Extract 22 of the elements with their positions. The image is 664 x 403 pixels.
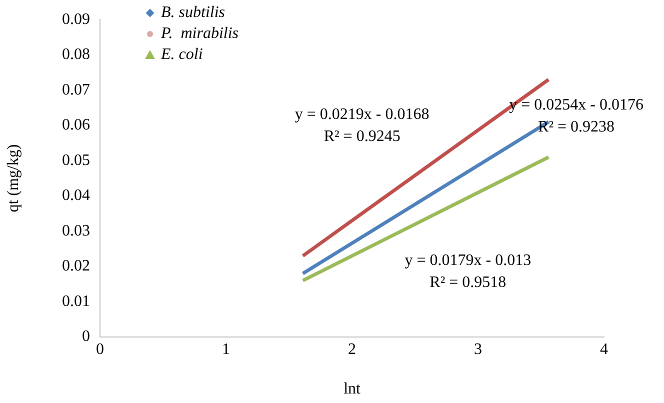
y-tick-label: 0.07 [62,81,90,98]
legend-label: P. mirabilis [161,24,238,44]
x-tick-label: 2 [348,340,356,358]
y-tick-label: 0.05 [62,152,90,169]
annotation: y = 0.0179x - 0.013 R² = 0.9518 [404,252,532,292]
x-axis-title: lnt [344,380,361,398]
y-tick-label: 0.04 [62,187,90,204]
y-tick-label: 0 [82,328,90,346]
x-tick-label: 3 [474,340,482,358]
annotation: y = 0.0219x - 0.0168 R² = 0.9245 [294,106,430,146]
x-tick-label: 0 [96,340,104,358]
y-tick-label: 0.09 [62,10,90,28]
y-tick-label: 0.08 [62,46,90,64]
x-tick-label: 1 [222,340,230,358]
y-axis-title: qt (mg/kg) [4,144,22,212]
y-tick-label: 0.03 [62,222,90,240]
y-tick-label: 0.06 [62,116,90,134]
x-tick-label: 4 [600,340,608,358]
y-tick-label: 0.01 [62,292,90,310]
y-tick-label: 0.02 [62,258,90,275]
legend-label: B. subtilis [161,3,226,23]
legend-label: E. coli [161,45,203,65]
